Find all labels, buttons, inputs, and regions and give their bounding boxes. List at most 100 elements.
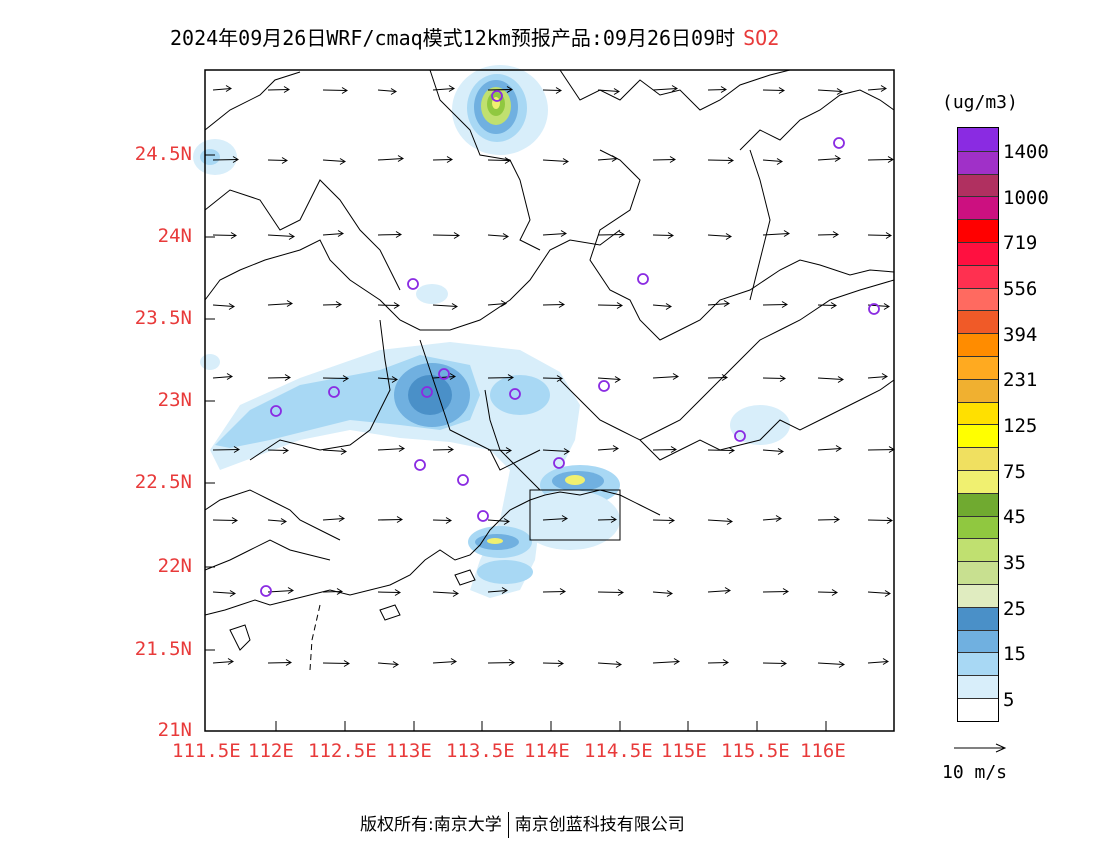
wind-arrow xyxy=(212,449,240,451)
wind-arrow xyxy=(432,449,454,451)
wind-arrow-head xyxy=(339,158,346,165)
wind-arrow xyxy=(652,304,672,307)
colorbar-segment xyxy=(958,538,998,562)
wind-arrow-head xyxy=(776,158,783,165)
wind-arrow xyxy=(267,662,292,664)
colorbar-label: 719 xyxy=(1003,232,1038,254)
wind-arrow xyxy=(542,304,565,306)
wind-arrow xyxy=(707,234,732,237)
wind-arrow xyxy=(542,518,568,521)
wind-arrow xyxy=(652,661,680,664)
wind-arrow-head xyxy=(777,448,784,455)
station-marker xyxy=(491,90,503,102)
colorbar-segment xyxy=(958,697,998,721)
wind-arrow-head xyxy=(286,300,293,307)
wind-arrow-head xyxy=(280,518,287,525)
wind-arrow-head xyxy=(883,303,890,310)
wind-arrow xyxy=(432,159,453,161)
copyright-footer: 版权所有:南京大学 南京创蓝科技有限公司 xyxy=(360,810,685,838)
wind-arrow-head xyxy=(616,302,623,309)
concentration-field xyxy=(193,65,790,598)
wind-arrow-head xyxy=(886,517,893,524)
wind-arrow-head xyxy=(780,660,787,667)
wind-arrow xyxy=(212,304,235,307)
reference-wind-label: 10 m/s xyxy=(942,762,1008,783)
wind-arrow-head xyxy=(395,231,402,238)
copyright-left: 版权所有:南京大学 xyxy=(360,815,502,835)
wind-arrow-head xyxy=(666,590,673,597)
wind-arrow-head xyxy=(505,447,512,454)
wind-arrow xyxy=(597,591,624,593)
wind-arrow-head xyxy=(225,85,232,92)
wind-arrow-head xyxy=(831,589,838,596)
colorbar-segment xyxy=(958,424,998,448)
wind-arrow xyxy=(652,376,679,379)
colorbar-segment xyxy=(958,401,998,425)
wind-arrow-head xyxy=(227,658,234,665)
wind-arrow xyxy=(432,519,452,521)
wind-arrow-head xyxy=(723,300,730,307)
wind-arrow-head xyxy=(833,516,840,523)
wind-arrow xyxy=(597,304,623,306)
wind-arrow xyxy=(322,377,349,379)
wind-arrow xyxy=(762,518,782,521)
wind-arrow xyxy=(652,88,678,91)
wind-arrow xyxy=(487,662,515,664)
wind-arrow-head xyxy=(343,660,350,667)
y-tick-label: 23.5N xyxy=(134,307,192,329)
colorbar-segment xyxy=(958,150,998,174)
wind-arrow-head xyxy=(504,157,511,164)
y-tick-label: 22N xyxy=(157,555,192,577)
wind-arrow-head xyxy=(727,157,734,164)
wind-arrow xyxy=(432,88,455,91)
wind-arrow xyxy=(762,591,789,593)
wind-arrow xyxy=(707,590,731,593)
wind-arrow-head xyxy=(452,590,459,597)
wind-arrow-head xyxy=(500,300,507,307)
wind-arrow-head xyxy=(781,301,788,308)
colorbar-label: 75 xyxy=(1003,461,1026,483)
colorbar-segment xyxy=(958,447,998,470)
wind-arrow-head xyxy=(778,87,785,94)
wind-arrow xyxy=(487,449,512,451)
wind-arrow xyxy=(432,304,458,307)
colorbar-label: 1400 xyxy=(1003,141,1049,163)
wind-arrow-head xyxy=(836,88,843,95)
wind-arrow xyxy=(267,159,288,161)
wind-arrow-head xyxy=(445,517,452,524)
wind-arrow xyxy=(377,304,400,306)
y-tick-label: 22.5N xyxy=(134,471,192,493)
wind-arrow-head xyxy=(396,516,403,523)
colorbar-label: 35 xyxy=(1003,552,1026,574)
wind-arrow-head xyxy=(556,375,563,382)
wind-arrow-head xyxy=(838,661,845,668)
wind-arrow-head xyxy=(390,88,397,95)
wind-arrow xyxy=(597,519,617,521)
wind-arrow xyxy=(322,89,348,91)
wind-arrow-head xyxy=(287,587,294,594)
wind-arrow xyxy=(322,662,350,664)
wind-arrow xyxy=(212,661,234,664)
wind-arrow xyxy=(542,449,570,452)
wind-arrow xyxy=(597,89,620,92)
wind-arrow-head xyxy=(783,230,790,237)
colorbar-unit: (ug/m3) xyxy=(942,92,1018,113)
wind-arrow-head xyxy=(563,448,570,455)
wind-arrow xyxy=(267,590,294,593)
province-boundaries xyxy=(204,69,895,571)
colorbar-label: 25 xyxy=(1003,598,1026,620)
wind-arrow-head xyxy=(233,446,240,453)
wind-arrow-head xyxy=(283,86,290,93)
wind-arrow xyxy=(487,519,510,522)
wind-arrow-head xyxy=(453,232,460,239)
wind-arrow-head xyxy=(232,156,239,163)
x-tick-label: 112.5E xyxy=(308,740,377,762)
colorbar-label: 15 xyxy=(1003,643,1026,665)
wind-arrow-head xyxy=(507,374,514,381)
wind-arrow-head xyxy=(342,375,349,382)
wind-arrow-head xyxy=(775,515,782,522)
wind-arrow-head xyxy=(882,658,889,665)
wind-arrow-head xyxy=(340,448,347,455)
wind-arrow-head xyxy=(835,445,842,452)
wind-arrow xyxy=(212,519,238,521)
